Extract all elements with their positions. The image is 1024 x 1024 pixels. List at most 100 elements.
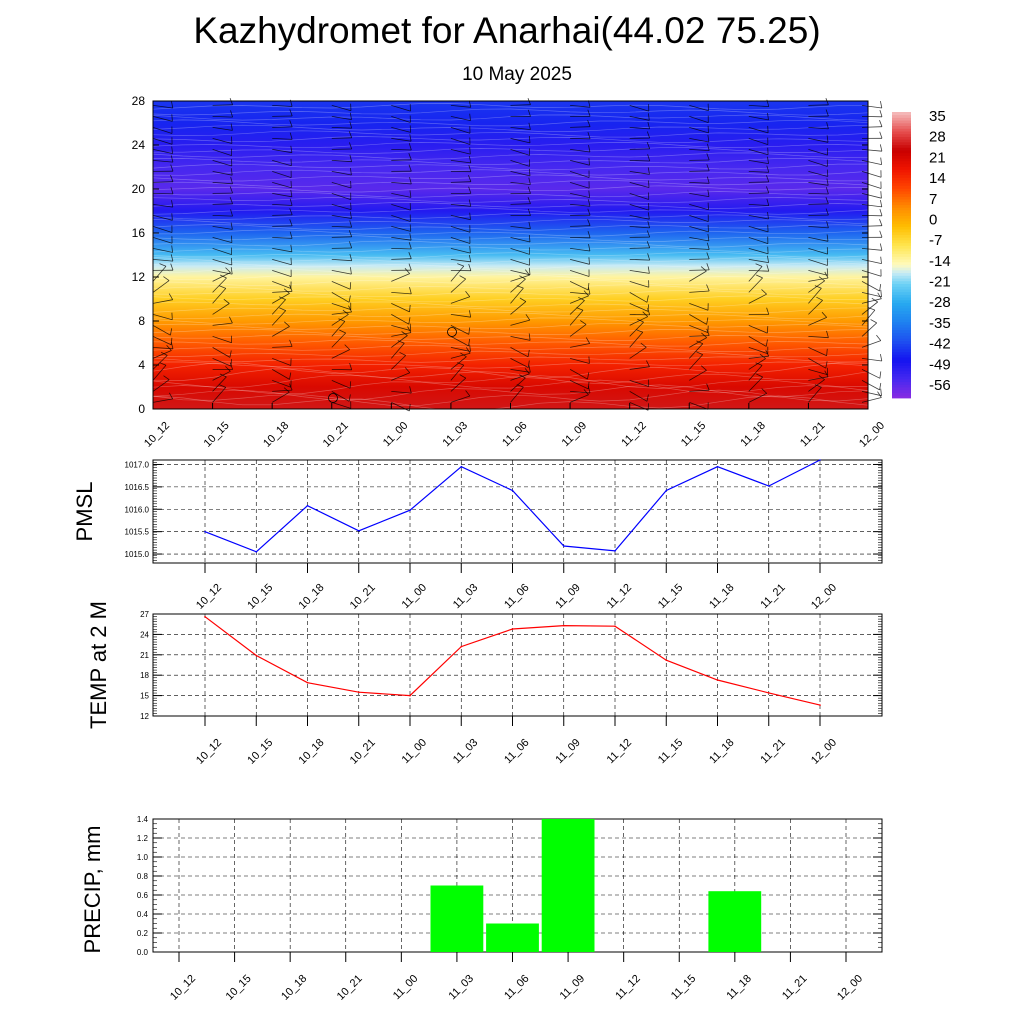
wind-barb-flag xyxy=(229,350,232,358)
contour-line xyxy=(152,152,869,160)
wind-barb xyxy=(689,105,709,112)
wind-barb xyxy=(450,226,471,233)
x-tick-label: 10_12 xyxy=(194,737,224,767)
colorbar-label: -28 xyxy=(929,294,951,311)
wind-barb-flag xyxy=(880,289,882,297)
wind-barb-flag xyxy=(408,143,412,151)
colorbar-segment xyxy=(892,218,911,222)
colorbar-segment xyxy=(892,378,911,383)
wind-barb-flag xyxy=(348,131,353,138)
wind-barb-flag xyxy=(349,154,353,162)
wind-barb-flag xyxy=(289,339,293,347)
y-tick-label: 12 xyxy=(132,270,146,284)
pmsl-point xyxy=(358,530,360,532)
colorbar-segment xyxy=(892,351,911,355)
wind-barb xyxy=(808,237,829,242)
wind-barb xyxy=(152,259,173,262)
contour-line xyxy=(152,317,869,325)
wind-barb xyxy=(570,259,590,265)
wind-barb-flag xyxy=(706,383,710,391)
wind-barb xyxy=(569,182,590,189)
wind-barb-flag xyxy=(587,283,590,291)
wind-barb xyxy=(152,226,173,233)
wind-barb-flag xyxy=(880,157,882,165)
contour-line xyxy=(152,174,869,182)
wind-barb xyxy=(510,237,531,243)
colorbar-segment xyxy=(892,177,911,181)
colorbar-segment xyxy=(892,373,911,377)
colorbar-segment xyxy=(892,267,911,271)
contour-line xyxy=(152,213,869,221)
wind-barb xyxy=(331,391,350,402)
x-tick-label: 10_18 xyxy=(261,420,291,450)
wind-barb xyxy=(689,343,704,359)
x-tick-label: 10_18 xyxy=(297,582,327,612)
x-tick-label: 10_15 xyxy=(202,420,232,450)
colorbar-segment xyxy=(892,171,911,176)
x-tick-label: 11_06 xyxy=(500,420,530,450)
x-tick-label: 11_09 xyxy=(553,737,583,767)
wind-barb xyxy=(510,127,531,130)
wind-barb xyxy=(629,391,648,402)
contour-line xyxy=(153,361,869,369)
wind-barb xyxy=(570,105,591,108)
wind-barb xyxy=(629,292,648,303)
wind-barb-flag xyxy=(469,310,472,318)
wind-barb xyxy=(861,105,882,109)
calm-wind-circle xyxy=(447,327,457,337)
pmsl-ylabel: PMSL xyxy=(72,482,97,542)
wind-barb-flag xyxy=(528,135,531,143)
precip-bar xyxy=(708,891,762,952)
wind-barb-flag xyxy=(409,177,412,185)
wind-barb xyxy=(212,270,233,275)
wind-barb xyxy=(271,299,286,315)
wind-barb-flag xyxy=(350,267,352,275)
wind-barb xyxy=(450,127,471,134)
chart-title: Kazhydromet for Anarhai(44.02 75.25) xyxy=(193,10,821,51)
colorbar-label: 35 xyxy=(929,108,946,125)
contour-line xyxy=(153,147,869,154)
x-tick-label: 10_21 xyxy=(321,420,351,450)
wind-barb-flag xyxy=(465,291,471,298)
x-tick-label: 12_00 xyxy=(809,582,839,612)
wind-barb-flag xyxy=(816,296,823,301)
wind-barb xyxy=(331,182,352,189)
wind-barb xyxy=(748,376,763,392)
contour-line xyxy=(152,323,869,330)
wind-barb xyxy=(629,346,647,359)
wind-barb-flag xyxy=(230,359,232,367)
wind-barb-flag xyxy=(880,191,882,199)
wind-barb-flag xyxy=(587,208,591,216)
wind-barb-flag xyxy=(706,176,710,184)
wind-barb xyxy=(689,303,709,311)
wind-barb xyxy=(808,203,829,205)
wind-barb xyxy=(152,265,167,282)
wind-barb-flag xyxy=(528,168,531,176)
contour-line xyxy=(152,229,869,237)
wind-barb xyxy=(808,347,827,357)
colorbar-segment xyxy=(892,278,911,282)
contour-line xyxy=(152,251,869,259)
wind-barb xyxy=(569,281,589,291)
wind-barb-flag xyxy=(338,318,346,322)
wind-barb xyxy=(861,270,882,277)
wind-barb-flag xyxy=(289,372,292,380)
wind-barb xyxy=(510,386,524,403)
wind-barb xyxy=(272,160,292,167)
wind-barb xyxy=(689,335,710,337)
wind-barb xyxy=(861,380,880,391)
y-tick-label: 27 xyxy=(140,610,149,619)
wind-barb-flag xyxy=(468,263,472,271)
wind-barb xyxy=(689,149,710,151)
wind-barb-flag xyxy=(588,257,590,265)
wind-barb xyxy=(450,352,471,359)
wind-barb xyxy=(391,314,409,325)
wind-barb xyxy=(570,193,590,198)
pmsl-point xyxy=(563,545,565,547)
wind-barb-flag xyxy=(755,263,763,267)
x-tick-label: 10_21 xyxy=(348,582,378,612)
contour-line xyxy=(152,240,869,248)
colorbar-label: 7 xyxy=(929,191,937,208)
wind-barb xyxy=(331,215,352,219)
wind-barb-flag xyxy=(755,362,763,366)
